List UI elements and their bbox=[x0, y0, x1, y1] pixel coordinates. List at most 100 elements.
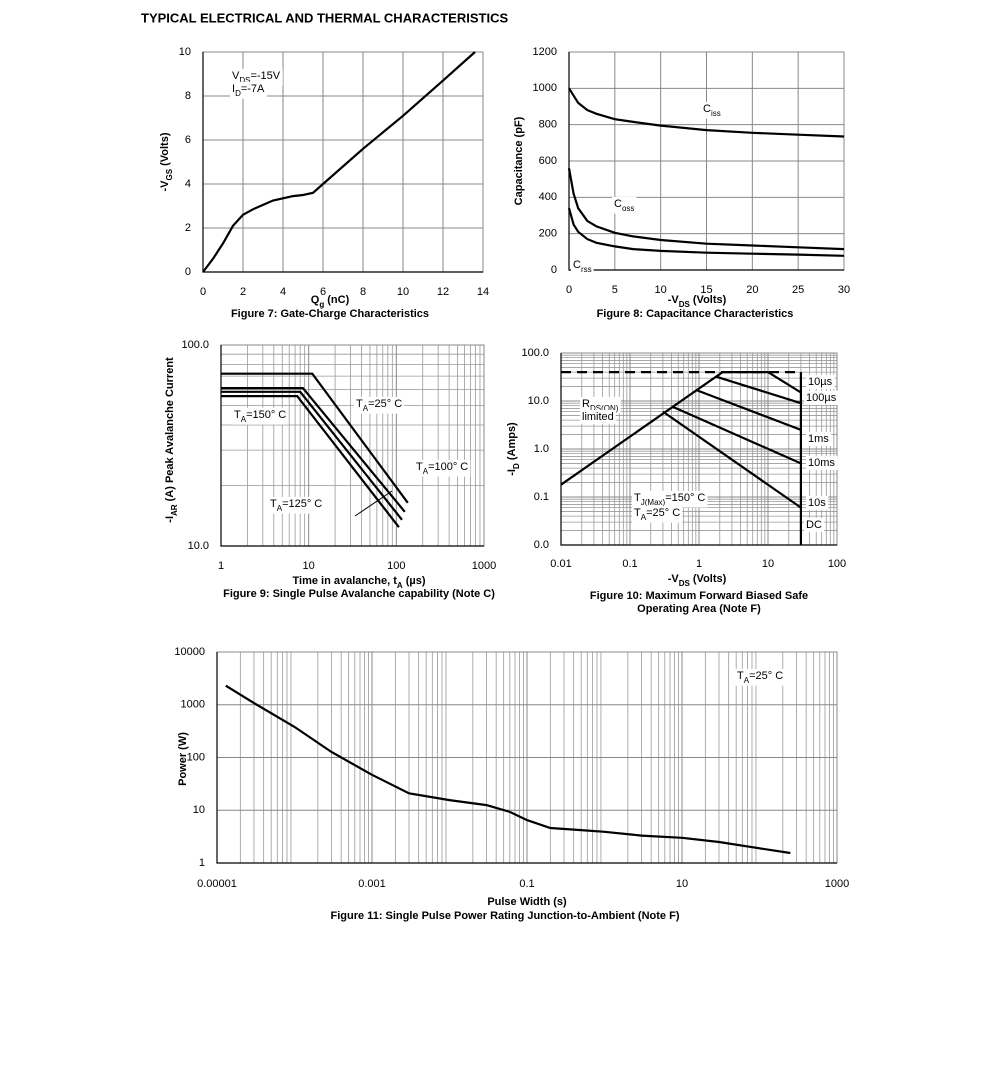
y-axis-label: -ID (Amps) bbox=[506, 422, 521, 476]
annotation-part: T bbox=[634, 492, 641, 504]
y-tick-label: 1000 bbox=[533, 82, 557, 94]
series-line bbox=[221, 390, 403, 521]
series-line bbox=[722, 371, 802, 394]
annotation-part: T bbox=[634, 507, 641, 519]
y-tick-label: 100 bbox=[187, 751, 205, 763]
annotation-background bbox=[804, 390, 839, 405]
annotation: TA=25° C bbox=[737, 670, 783, 685]
annotation-background bbox=[571, 257, 594, 275]
y-tick-label: 4 bbox=[185, 178, 191, 190]
y-tick-label: 400 bbox=[539, 191, 557, 203]
figure-caption: Figure 8: Capacitance Characteristics bbox=[597, 308, 794, 320]
y-tick-label: 0 bbox=[185, 266, 191, 278]
annotation-part: =100° C bbox=[428, 461, 468, 473]
x-tick-label: 10 bbox=[397, 286, 409, 298]
annotation-background bbox=[354, 396, 405, 414]
annotation-background bbox=[804, 517, 824, 532]
x-axis-label-part: -V bbox=[668, 573, 680, 585]
axes bbox=[568, 52, 844, 271]
series-line bbox=[695, 388, 802, 431]
x-tick-label: 20 bbox=[746, 284, 758, 296]
x-axis-label: Time in avalanche, tA (µs) bbox=[293, 575, 426, 590]
y-tick-label: 10.0 bbox=[528, 395, 549, 407]
series-line bbox=[225, 684, 791, 855]
y-axis-label-part: (A) Peak Avalanche Current bbox=[164, 357, 176, 504]
series-line bbox=[221, 372, 409, 504]
x-tick-label: 0.001 bbox=[358, 878, 386, 890]
y-axis-label-part: AR bbox=[170, 504, 179, 516]
annotation-background bbox=[806, 431, 832, 446]
x-tick-label: 5 bbox=[612, 284, 618, 296]
x-tick-label: 10 bbox=[303, 560, 315, 572]
y-tick-label: 6 bbox=[185, 134, 191, 146]
annotation-part: oss bbox=[622, 204, 634, 213]
annotation: DC bbox=[806, 519, 822, 531]
y-tick-label: 200 bbox=[539, 228, 557, 240]
annotation-part: C bbox=[614, 198, 622, 210]
y-tick-label: 2 bbox=[185, 222, 191, 234]
x-tick-label: 15 bbox=[700, 284, 712, 296]
x-tick-label: 10 bbox=[655, 284, 667, 296]
x-tick-label: 1 bbox=[218, 560, 224, 572]
y-tick-label: 100.0 bbox=[521, 347, 549, 359]
annotation-background bbox=[414, 459, 471, 477]
annotation: 1ms bbox=[808, 433, 829, 445]
series-line bbox=[567, 168, 845, 251]
annotation: 10µs bbox=[808, 376, 833, 388]
y-tick-label: 1 bbox=[199, 857, 205, 869]
annotation: TJ(Max)=150° C bbox=[634, 492, 705, 507]
annotation: TA=25° C bbox=[634, 507, 680, 522]
annotation: RDS(ON) bbox=[582, 398, 619, 413]
annotation-part: DC bbox=[806, 519, 822, 531]
annotation-part: T bbox=[356, 398, 363, 410]
x-tick-label: 10 bbox=[676, 878, 688, 890]
x-tick-label: 0.00001 bbox=[197, 878, 237, 890]
figure-caption: Figure 7: Gate-Charge Characteristics bbox=[231, 308, 429, 320]
annotation: Ciss bbox=[703, 103, 721, 118]
annotation-part: limited bbox=[582, 411, 614, 423]
x-axis-label-part: DS bbox=[679, 579, 691, 588]
x-tick-label: 0.1 bbox=[519, 878, 534, 890]
annotation: 10s bbox=[808, 497, 826, 509]
annotation-background bbox=[632, 505, 683, 523]
annotation-part: 10ms bbox=[808, 457, 835, 469]
annotation-part: I bbox=[232, 83, 235, 95]
y-axis-label-part: (Amps) bbox=[506, 422, 518, 463]
x-tick-label: 4 bbox=[280, 286, 286, 298]
y-tick-label: 8 bbox=[185, 90, 191, 102]
annotation-part: A bbox=[744, 676, 750, 685]
y-axis-label: -VGS (Volts) bbox=[159, 132, 174, 191]
y-axis-label-part: D bbox=[512, 463, 521, 469]
annotation-part: A bbox=[241, 415, 247, 424]
annotation-part: iss bbox=[711, 109, 721, 118]
x-tick-label: 12 bbox=[437, 286, 449, 298]
x-tick-label: 100 bbox=[828, 558, 846, 570]
annotation: TA=125° C bbox=[270, 498, 322, 513]
annotation: VDS=-15V bbox=[232, 70, 281, 85]
annotation-part: 10s bbox=[808, 497, 826, 509]
annotation-part: =25° C bbox=[646, 507, 680, 519]
series-line bbox=[202, 51, 476, 273]
annotation-part: DS bbox=[239, 76, 250, 85]
x-axis-label-part: (nC) bbox=[324, 294, 349, 306]
leader-line bbox=[354, 490, 393, 517]
annotation-part: =-7A bbox=[241, 83, 265, 95]
y-tick-label: 1200 bbox=[533, 46, 557, 58]
annotation-background bbox=[701, 101, 723, 119]
x-tick-label: 30 bbox=[838, 284, 850, 296]
y-axis-label-part: Power (W) bbox=[177, 732, 189, 786]
series-line bbox=[662, 410, 802, 509]
y-axis-label-part: -I bbox=[506, 469, 518, 476]
annotation-part: A bbox=[641, 513, 647, 522]
x-tick-label: 6 bbox=[320, 286, 326, 298]
series-line bbox=[716, 375, 802, 405]
annotation-background bbox=[806, 455, 838, 470]
x-tick-label: 8 bbox=[360, 286, 366, 298]
x-axis-label: Pulse Width (s) bbox=[487, 896, 567, 908]
series-line bbox=[568, 87, 845, 138]
annotation-part: T bbox=[416, 461, 423, 473]
y-tick-label: 600 bbox=[539, 155, 557, 167]
annotation-part: =125° C bbox=[282, 498, 322, 510]
series-line bbox=[221, 387, 406, 513]
